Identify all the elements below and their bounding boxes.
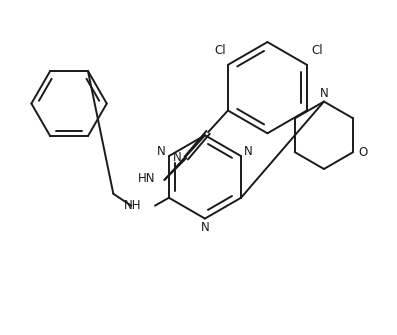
Text: Cl: Cl [214, 44, 226, 57]
Text: Cl: Cl [311, 44, 323, 57]
Text: N: N [173, 151, 181, 163]
Text: HN: HN [138, 173, 156, 185]
Text: N: N [157, 145, 166, 158]
Text: O: O [358, 146, 368, 159]
Text: N: N [200, 221, 209, 234]
Text: N: N [320, 87, 328, 100]
Text: N: N [245, 145, 253, 158]
Text: NH: NH [123, 199, 141, 212]
